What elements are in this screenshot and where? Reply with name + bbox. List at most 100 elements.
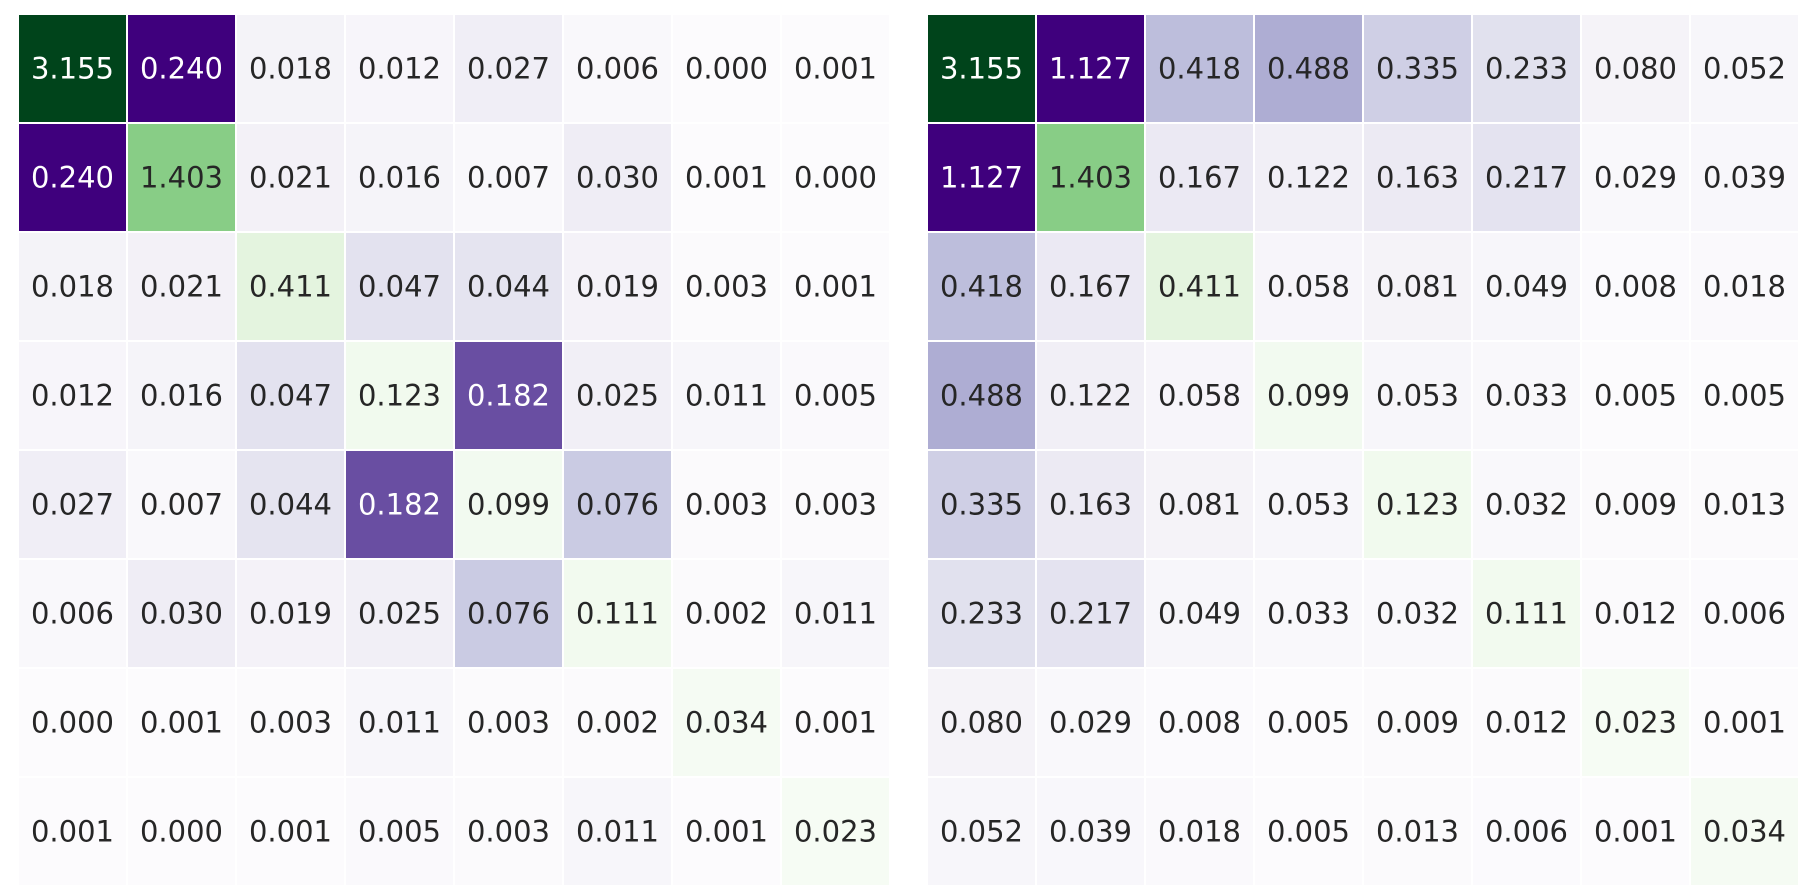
heatmap-left-cell-r3-c4 [453,340,564,451]
heatmap-left-cell-r5-c5 [562,558,673,669]
heatmap-right-label-r1-c3: 0.122 [1267,161,1350,195]
heatmap-left-cell-r3-c0 [17,340,128,451]
heatmap-left-label-r3-c2: 0.047 [249,379,332,413]
heatmap-left-cell-r4-c4 [453,449,564,560]
heatmap-left-label-r3-c7: 0.005 [794,379,877,413]
heatmap-left-label-r1-c2: 0.021 [249,161,332,195]
heatmap-right-cell-r6-c6 [1580,667,1691,778]
heatmap-left-label-r6-c2: 0.003 [249,706,332,740]
heatmap-right-cell-r1-c6 [1580,122,1691,233]
heatmap-right-cell-r6-c2 [1144,667,1255,778]
heatmap-left-label-r1-c3: 0.016 [358,161,441,195]
heatmap-right-label-r2-c5: 0.049 [1485,270,1568,304]
heatmap-right-label-r6-c2: 0.008 [1158,706,1241,740]
heatmap-right-cell-r7-c3 [1253,776,1364,887]
heatmap-left-cell-r5-c7 [780,558,891,669]
heatmap-right-label-r5-c2: 0.049 [1158,597,1241,631]
heatmap-left-label-r1-c7: 0.000 [794,161,877,195]
heatmap-left-label-r0-c3: 0.012 [358,52,441,86]
heatmap-left-cell-r3-c6 [671,340,782,451]
heatmap-left-cell-r6-c1 [126,667,237,778]
heatmap-right-label-r6-c1: 0.029 [1049,706,1132,740]
heatmap-left-cell-r2-c3 [344,231,455,342]
heatmap-right-label-r7-c6: 0.001 [1594,815,1677,849]
heatmap-right-label-r1-c7: 0.039 [1703,161,1786,195]
heatmap-right-label-r3-c5: 0.033 [1485,379,1568,413]
heatmap-left-cell-r4-c3 [344,449,455,560]
heatmap-left-cell-r7-c0 [17,776,128,887]
heatmap-left-cell-r2-c0 [17,231,128,342]
heatmap-right-cell-r7-c0 [926,776,1037,887]
heatmap-left-label-r5-c3: 0.025 [358,597,441,631]
heatmap-right-cell-r3-c5 [1471,340,1582,451]
heatmap-left-label-r0-c7: 0.001 [794,52,877,86]
heatmap-right-label-r5-c1: 0.217 [1049,597,1132,631]
heatmap-right-label-r0-c3: 0.488 [1267,52,1350,86]
heatmap-left-label-r7-c5: 0.011 [576,815,659,849]
heatmap-left-cell-r0-c2 [235,13,346,124]
heatmap-right-label-r4-c5: 0.032 [1485,488,1568,522]
heatmap-left-label-r6-c5: 0.002 [576,706,659,740]
heatmap-left-label-r4-c7: 0.003 [794,488,877,522]
heatmap-left-cell-r6-c7 [780,667,891,778]
heatmap-left-label-r2-c2: 0.411 [249,270,332,304]
heatmap-right-cell-r6-c7 [1689,667,1800,778]
heatmap-left-cell-r6-c0 [17,667,128,778]
heatmap-right-cell-r7-c5 [1471,776,1582,887]
heatmap-right-label-r7-c1: 0.039 [1049,815,1132,849]
heatmap-right-cell-r6-c5 [1471,667,1582,778]
heatmap-right-label-r3-c7: 0.005 [1703,379,1786,413]
heatmap-right-cell-r1-c7 [1689,122,1800,233]
heatmap-right-label-r2-c6: 0.008 [1594,270,1677,304]
heatmap-left-label-r2-c6: 0.003 [685,270,768,304]
heatmap-right-label-r6-c5: 0.012 [1485,706,1568,740]
heatmap-left-label-r6-c1: 0.001 [140,706,223,740]
heatmap-left-label-r1-c6: 0.001 [685,161,768,195]
heatmap-right-label-r2-c1: 0.167 [1049,270,1132,304]
heatmap-right-label-r0-c7: 0.052 [1703,52,1786,86]
heatmap-left-label-r6-c4: 0.003 [467,706,550,740]
heatmap-left-label-r0-c4: 0.027 [467,52,550,86]
heatmap-right-label-r4-c3: 0.053 [1267,488,1350,522]
heatmap-right-cell-r0-c7 [1689,13,1800,124]
heatmap-right-cell-r3-c2 [1144,340,1255,451]
heatmap-left-cell-r5-c2 [235,558,346,669]
heatmap-right-cell-r7-c1 [1035,776,1146,887]
heatmap-right-label-r2-c0: 0.418 [940,270,1023,304]
heatmap-left-label-r2-c7: 0.001 [794,270,877,304]
heatmap-right: 3.155 1.127 0.418 0.488 0.335 0.233 0.080 0.052… [926,13,1804,891]
heatmap-left-cell-r3-c3 [344,340,455,451]
heatmap-left-cell-r5-c6 [671,558,782,669]
heatmap-right-label-r0-c2: 0.418 [1158,52,1241,86]
heatmap-right-label-r5-c3: 0.033 [1267,597,1350,631]
heatmap-left-cell-r1-c3 [344,122,455,233]
heatmap-right-label-r7-c3: 0.005 [1267,815,1350,849]
heatmap-left-cell-r5-c1 [126,558,237,669]
heatmap-left-label-r1-c0: 0.240 [31,161,114,195]
heatmap-left-label-r7-c0: 0.001 [31,815,114,849]
heatmap-left-cell-r1-c7 [780,122,891,233]
heatmap-left-label-r4-c4: 0.099 [467,488,550,522]
heatmap-right-cell-r2-c1 [1035,231,1146,342]
heatmap-left-cell-r0-c1 [126,13,237,124]
heatmap-right-cell-r0-c5 [1471,13,1582,124]
heatmap-right-cell-r4-c3 [1253,449,1364,560]
heatmap-right-cell-r2-c0 [926,231,1037,342]
heatmap-left-label-r7-c2: 0.001 [249,815,332,849]
heatmap-right-label-r7-c0: 0.052 [940,815,1023,849]
heatmap-right-cell-r3-c6 [1580,340,1691,451]
heatmap-right-label-r2-c2: 0.411 [1158,270,1241,304]
heatmap-left-label-r7-c6: 0.001 [685,815,768,849]
heatmap-right-cell-r1-c4 [1362,122,1473,233]
heatmap-left-cell-r6-c4 [453,667,564,778]
heatmap-right-cell-r4-c5 [1471,449,1582,560]
heatmap-left-label-r4-c2: 0.044 [249,488,332,522]
heatmap-right-label-r4-c4: 0.123 [1376,488,1459,522]
heatmap-left-cell-r3-c2 [235,340,346,451]
heatmap-left-label-r4-c3: 0.182 [358,488,441,522]
heatmap-left-label-r3-c4: 0.182 [467,379,550,413]
heatmap-right-label-r2-c7: 0.018 [1703,270,1786,304]
heatmap-left-label-r4-c6: 0.003 [685,488,768,522]
heatmap-left-cell-r0-c5 [562,13,673,124]
heatmap-left-label-r5-c4: 0.076 [467,597,550,631]
